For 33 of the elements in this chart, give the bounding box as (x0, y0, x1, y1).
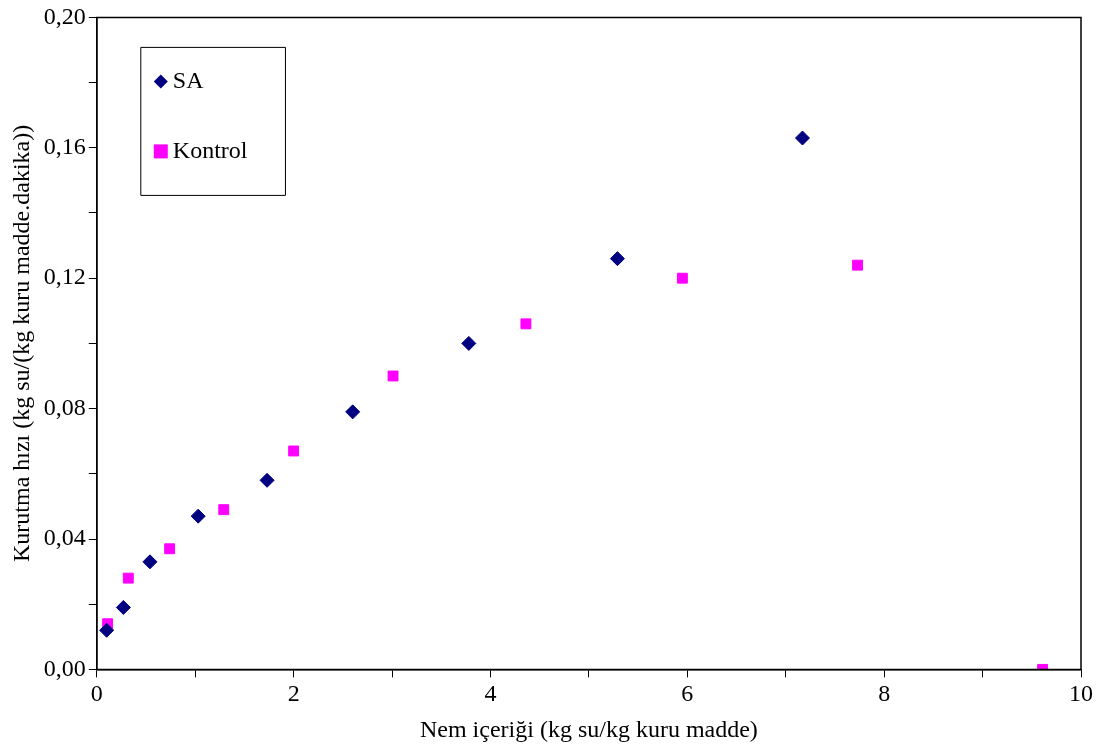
x-tick-label: 6 (681, 680, 694, 707)
y-tick-label: 0,08 (43, 393, 86, 420)
point (852, 259, 864, 271)
point (190, 508, 206, 524)
point (99, 622, 115, 638)
point (345, 404, 361, 420)
x-tick-label: 0 (90, 680, 103, 707)
point (142, 554, 158, 570)
point (115, 599, 131, 615)
legend-label: Kontrol (172, 136, 248, 163)
point (794, 130, 810, 146)
point (259, 472, 275, 488)
x-tick-label: 2 (287, 680, 300, 707)
x-tick-label: 10 (1069, 680, 1093, 707)
legend-label: SA (172, 66, 205, 93)
point (122, 572, 134, 584)
point (218, 504, 230, 516)
y-tick-label: 0,12 (43, 263, 86, 290)
point (288, 445, 300, 457)
y-axis-title: Kurutma hızı (kg su/(kg kuru madde.dakika)) (7, 124, 34, 563)
point (461, 335, 477, 351)
point (609, 251, 625, 267)
point (676, 272, 688, 284)
x-tick-label: 4 (484, 680, 497, 707)
x-axis-title: Nem içeriği (kg su/kg kuru madde) (419, 715, 758, 742)
x-tick-label: 8 (878, 680, 891, 707)
y-tick-label: 0,00 (43, 654, 86, 681)
y-tick-label: 0,20 (43, 2, 86, 29)
point (387, 370, 399, 382)
y-tick-label: 0,16 (43, 133, 86, 160)
y-tick-label: 0,04 (43, 524, 86, 551)
point (520, 318, 532, 330)
point (164, 543, 176, 555)
